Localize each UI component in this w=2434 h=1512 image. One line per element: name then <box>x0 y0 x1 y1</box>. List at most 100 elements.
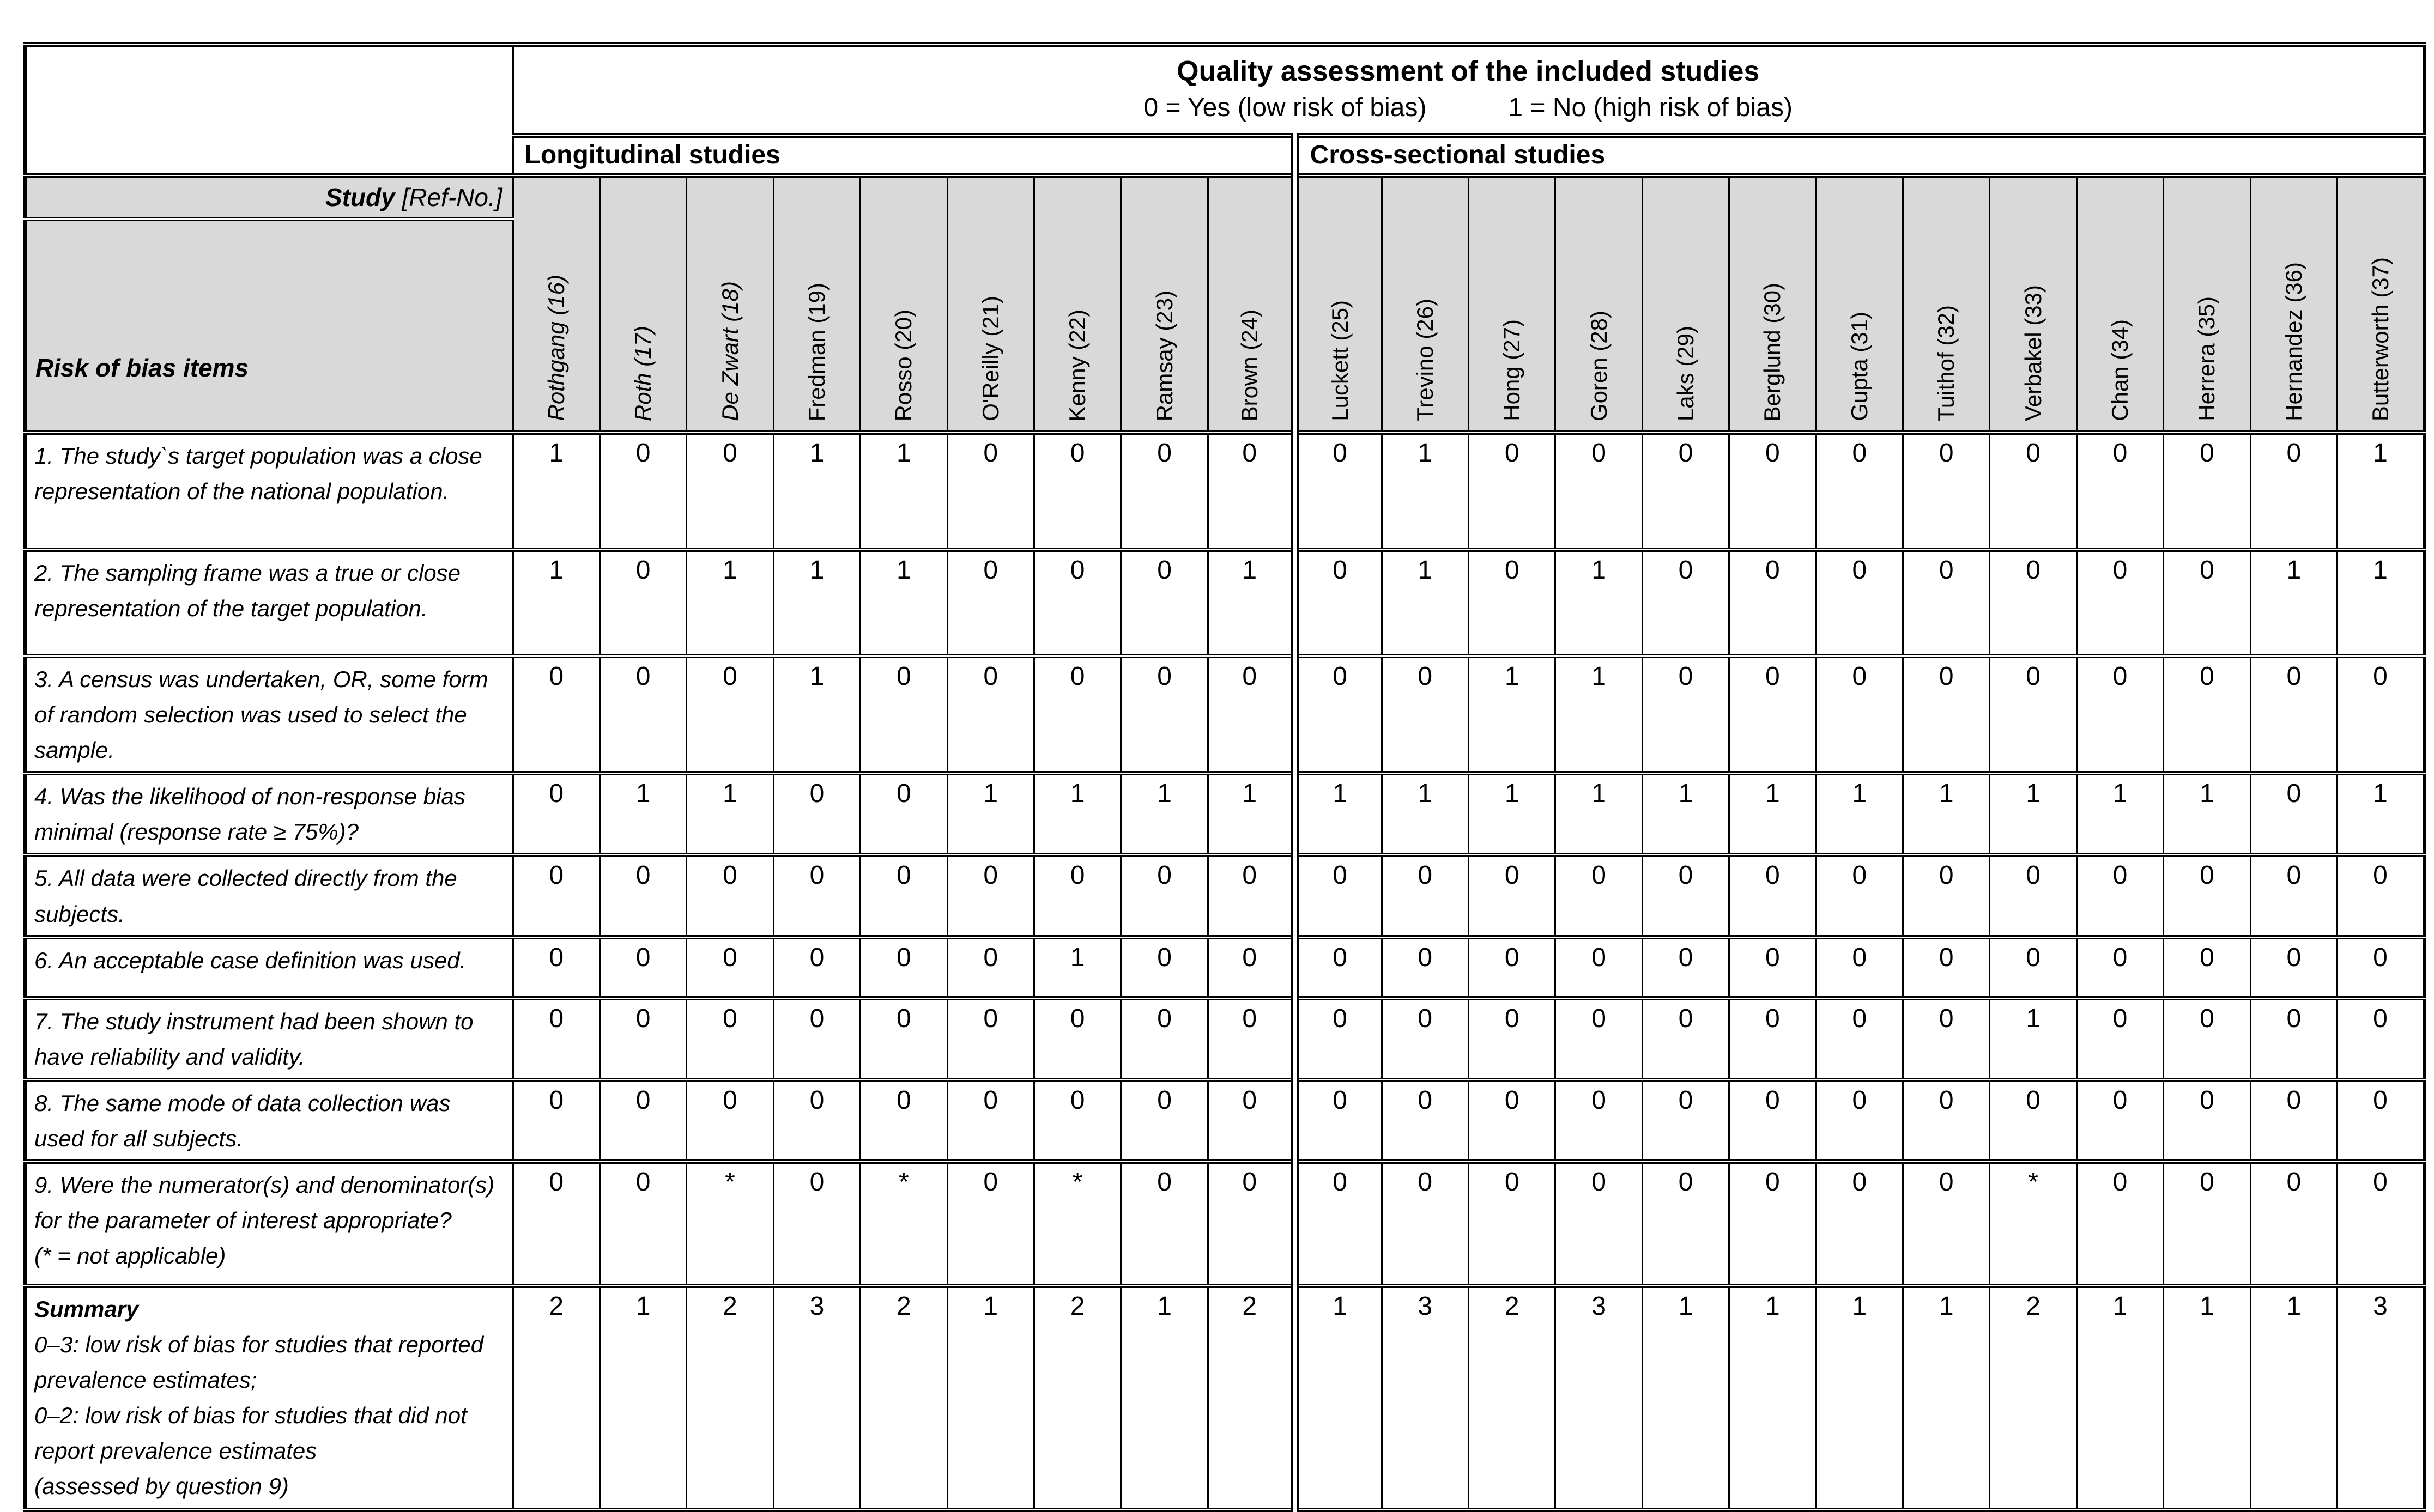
value-cell: 0 <box>2336 653 2426 776</box>
study-column-header: Kenny (22) <box>1033 173 1122 435</box>
value-cell: 0 <box>1120 653 1209 776</box>
value-cell: 0 <box>1641 547 1730 658</box>
value-cell: 2 <box>1467 1284 1557 1512</box>
value-cell: 0 <box>2163 1077 2251 1164</box>
value-cell: 0 <box>2075 1159 2165 1289</box>
value-cell: 0 <box>1033 430 1122 552</box>
value-cell: 0 <box>1381 853 1469 939</box>
study-label-suffix: [Ref-No.] <box>395 183 502 211</box>
risk-of-bias-items-label: Risk of bias items <box>23 216 514 435</box>
risk-item-label: 5. All data were collected directly from… <box>23 853 514 939</box>
value-cell: 0 <box>772 934 862 1000</box>
study-column-header: Verbakel (33) <box>1989 173 2078 435</box>
value-cell: 0 <box>1641 653 1730 776</box>
value-cell: 0 <box>946 430 1035 552</box>
value-cell: 1 <box>2249 1284 2339 1512</box>
value-cell: * <box>686 1159 774 1289</box>
value-cell: 0 <box>772 1077 862 1164</box>
risk-item-label: 4. Was the likelihood of non-response bi… <box>23 771 514 858</box>
study-name: Gupta (31) <box>1846 312 1872 421</box>
value-cell: 0 <box>1120 430 1209 552</box>
value-cell: 0 <box>1989 653 2078 776</box>
study-name: Roth (17) <box>630 325 656 421</box>
risk-item-text: 1. The study`s target population was a c… <box>34 442 482 505</box>
value-cell: 0 <box>1989 853 2078 939</box>
risk-item-label: 1. The study`s target population was a c… <box>23 430 514 552</box>
study-name: Chan (34) <box>2107 319 2133 421</box>
risk-item-text: 7. The study instrument had been shown t… <box>34 1008 474 1070</box>
value-cell: 0 <box>598 430 688 552</box>
study-column-header: Goren (28) <box>1554 173 1643 435</box>
value-cell: 0 <box>1989 430 2078 552</box>
value-cell: 0 <box>1989 1077 2078 1164</box>
table-title: Quality assessment of the included studi… <box>1177 56 1760 87</box>
value-cell: 0 <box>1815 934 1904 1000</box>
value-cell: 0 <box>1120 934 1209 1000</box>
value-cell: 0 <box>1033 547 1122 658</box>
value-cell: 0 <box>2075 995 2165 1082</box>
value-cell: 0 <box>1290 653 1383 776</box>
value-cell: * <box>1033 1159 1122 1289</box>
value-cell: 1 <box>1467 771 1557 858</box>
summary-title: Summary <box>34 1296 139 1322</box>
value-cell: 0 <box>1902 934 1991 1000</box>
value-cell: 0 <box>772 1159 862 1289</box>
value-cell: 0 <box>2163 995 2251 1082</box>
value-cell: 0 <box>2336 853 2426 939</box>
value-cell: 1 <box>1207 771 1296 858</box>
value-cell: 0 <box>2163 1159 2251 1289</box>
value-cell: 0 <box>512 995 601 1082</box>
value-cell: 1 <box>2075 1284 2165 1512</box>
study-name: Rothgang (16) <box>543 275 569 421</box>
risk-item-label: 3. A census was undertaken, OR, some for… <box>23 653 514 776</box>
value-cell: 0 <box>598 853 688 939</box>
value-cell: 0 <box>946 995 1035 1082</box>
value-cell: 1 <box>859 430 948 552</box>
value-cell: 2 <box>1033 1284 1122 1512</box>
value-cell: 0 <box>1554 430 1643 552</box>
study-name: Fredman (19) <box>803 282 830 421</box>
value-cell: * <box>1989 1159 2078 1289</box>
value-cell: 3 <box>1554 1284 1643 1512</box>
value-cell: 0 <box>686 853 774 939</box>
study-column-header: Butterworth (37) <box>2336 173 2426 435</box>
value-cell: 0 <box>1207 934 1296 1000</box>
value-cell: 0 <box>598 547 688 658</box>
value-cell: 0 <box>1815 1077 1904 1164</box>
value-cell: 3 <box>1381 1284 1469 1512</box>
value-cell: 1 <box>1989 995 2078 1082</box>
value-cell: 0 <box>1467 430 1557 552</box>
study-column-header: Berglund (30) <box>1728 173 1817 435</box>
summary-line: (assessed by question 9) <box>34 1473 289 1499</box>
value-cell: 0 <box>1815 853 1904 939</box>
value-cell: 0 <box>686 653 774 776</box>
value-cell: 1 <box>1381 547 1469 658</box>
value-cell: 0 <box>1290 547 1383 658</box>
value-cell: 0 <box>1902 1077 1991 1164</box>
value-cell: 0 <box>2249 995 2339 1082</box>
value-cell: 1 <box>2336 771 2426 858</box>
value-cell: 1 <box>1554 771 1643 858</box>
table-title-cell: Quality assessment of the included studi… <box>512 42 2426 138</box>
value-cell: 0 <box>859 771 948 858</box>
risk-item-text: 8. The same mode of data collection was … <box>34 1090 451 1151</box>
value-cell: 0 <box>859 1077 948 1164</box>
study-column-header: Hong (27) <box>1467 173 1557 435</box>
value-cell: 1 <box>512 547 601 658</box>
value-cell: 0 <box>2075 430 2165 552</box>
value-cell: 0 <box>1033 853 1122 939</box>
value-cell: 0 <box>2163 853 2251 939</box>
value-cell: 1 <box>859 547 948 658</box>
value-cell: 0 <box>2249 771 2339 858</box>
value-cell: 0 <box>598 1077 688 1164</box>
value-cell: 0 <box>686 430 774 552</box>
value-cell: 0 <box>2336 995 2426 1082</box>
value-cell: 1 <box>946 771 1035 858</box>
value-cell: 0 <box>1641 1159 1730 1289</box>
value-cell: 0 <box>1554 1159 1643 1289</box>
value-cell: 0 <box>1554 1077 1643 1164</box>
value-cell: 0 <box>598 1159 688 1289</box>
legend-yes: 0 = Yes (low risk of bias) <box>1143 93 1427 123</box>
value-cell: 0 <box>1120 547 1209 658</box>
quality-assessment-table: Quality assessment of the included studi… <box>23 42 2426 1512</box>
